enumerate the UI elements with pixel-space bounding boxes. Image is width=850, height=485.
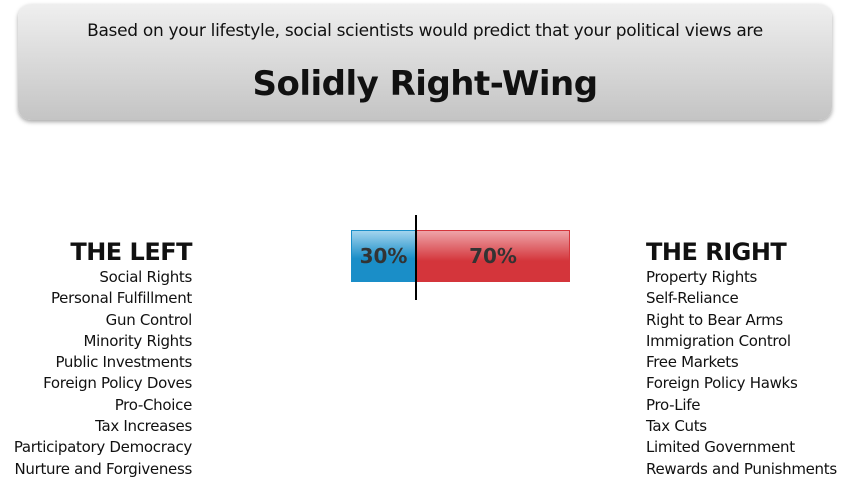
left-column: THE LEFT Social Rights Personal Fulfillme… bbox=[13, 238, 193, 480]
right-list-item: Property Rights bbox=[646, 268, 758, 286]
left-heading: THE LEFT bbox=[70, 238, 192, 266]
right-list-item: Foreign Policy Hawks bbox=[646, 374, 798, 393]
right-list-item: Limited Government bbox=[646, 438, 795, 457]
left-list-item: Social Rights bbox=[99, 268, 192, 286]
right-percent-bar: 70% bbox=[416, 230, 570, 282]
left-percent-label: 30% bbox=[359, 244, 408, 268]
center-divider bbox=[415, 215, 417, 300]
right-list-item: Self-Reliance bbox=[646, 289, 739, 308]
right-list-item: Tax Cuts bbox=[646, 417, 707, 436]
banner-subtitle: Based on your lifestyle, social scientis… bbox=[87, 21, 763, 41]
banner-result: Solidly Right-Wing bbox=[252, 64, 598, 104]
right-list-item: Free Markets bbox=[646, 353, 739, 372]
right-list-item: Immigration Control bbox=[646, 331, 791, 350]
left-list-item: Public Investments bbox=[55, 353, 192, 372]
left-percent-bar: 30% bbox=[351, 230, 416, 282]
right-list-item: Rewards and Punishments bbox=[646, 459, 837, 478]
left-list-item: Minority Rights bbox=[83, 331, 193, 350]
right-percent-label: 70% bbox=[469, 244, 517, 268]
left-list-item: Tax Increases bbox=[95, 417, 192, 436]
right-column: THE RIGHT Property Rights Self-Reliance Ri… bbox=[646, 238, 837, 480]
left-list-item: Gun Control bbox=[105, 310, 193, 329]
right-list-item: Right to Bear Arms bbox=[646, 310, 783, 329]
right-heading: THE RIGHT bbox=[646, 238, 787, 266]
left-list-item: Pro-Choice bbox=[114, 395, 193, 414]
result-banner: Based on your lifestyle, social scientis… bbox=[18, 4, 832, 120]
left-list-item: Participatory Democracy bbox=[13, 438, 192, 457]
right-list-item: Pro-Life bbox=[646, 395, 701, 414]
left-list-item: Nurture and Forgiveness bbox=[14, 459, 192, 478]
left-list-item: Personal Fulfillment bbox=[50, 289, 192, 308]
left-list-item: Foreign Policy Doves bbox=[43, 374, 192, 393]
